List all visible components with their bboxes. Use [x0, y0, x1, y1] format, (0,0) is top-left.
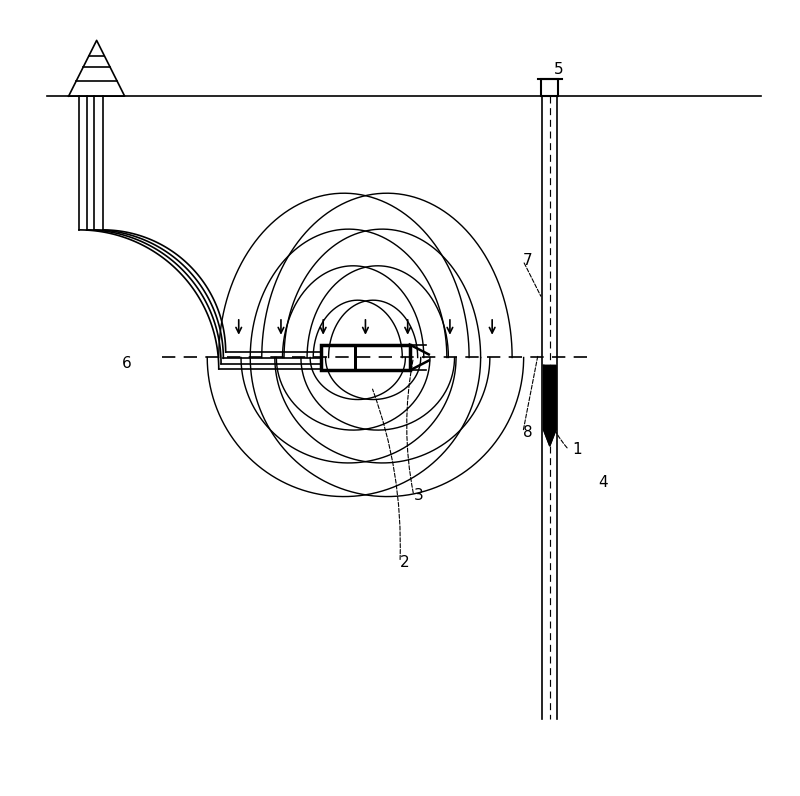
Text: 4: 4 — [598, 474, 608, 490]
Text: 6: 6 — [122, 356, 132, 371]
Bar — [542, 80, 558, 96]
Text: 5: 5 — [554, 62, 563, 77]
Text: 1: 1 — [573, 443, 582, 458]
Text: 7: 7 — [523, 253, 533, 268]
Bar — [322, 345, 410, 370]
Text: 2: 2 — [400, 555, 410, 570]
Polygon shape — [544, 365, 556, 446]
Text: 3: 3 — [414, 488, 423, 503]
Text: 8: 8 — [523, 425, 533, 440]
